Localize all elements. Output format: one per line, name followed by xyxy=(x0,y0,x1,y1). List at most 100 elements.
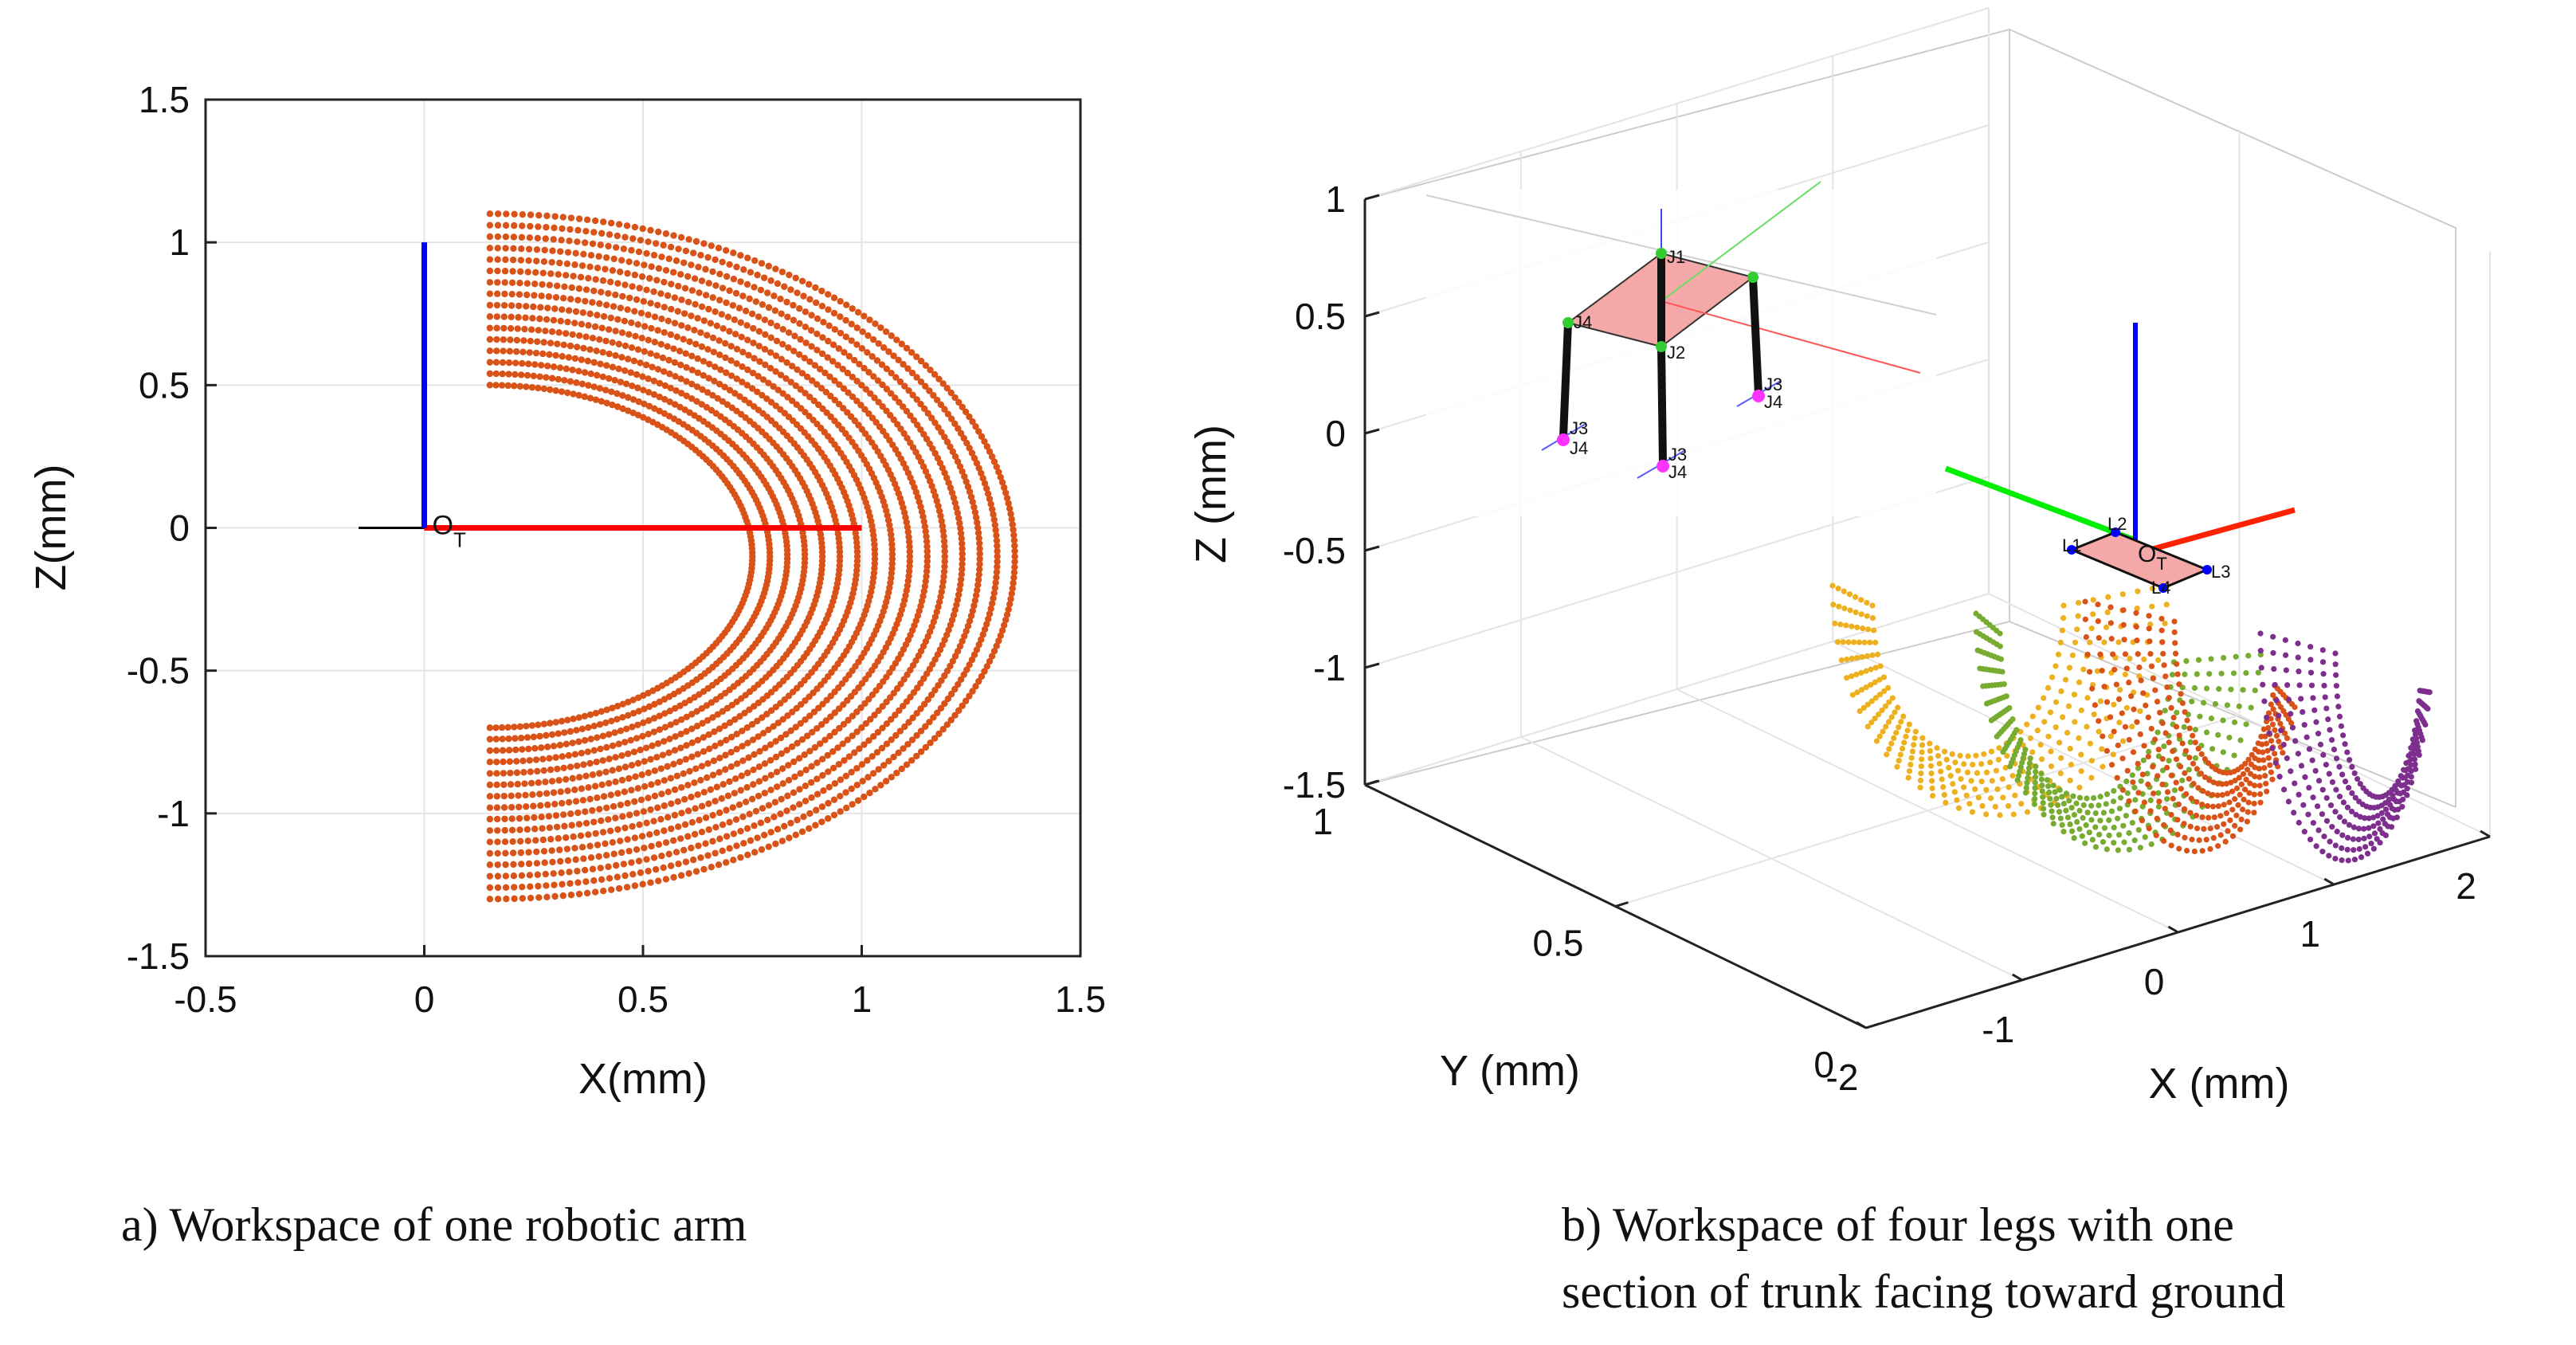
panel-a-workspace-point xyxy=(877,782,884,789)
panel-a-workspace-point xyxy=(906,543,913,551)
panel-a-workspace-point xyxy=(652,865,660,873)
panel-b-workspace-point xyxy=(2168,811,2174,818)
panel-a-workspace-point xyxy=(575,774,583,781)
panel-a-workspace-point xyxy=(586,759,594,767)
panel-a-workspace-point xyxy=(547,720,554,727)
panel-b-workspace-point xyxy=(1885,719,1892,725)
panel-a-workspace-point xyxy=(622,725,630,733)
panel-a-workspace-point xyxy=(522,314,529,321)
panel-b-workspace-point xyxy=(2219,792,2225,798)
panel-b-workspace-point xyxy=(1868,698,1875,704)
panel-b-workspace-point xyxy=(2263,718,2270,725)
panel-a-workspace-point xyxy=(849,373,856,381)
panel-b-workspace-point xyxy=(2370,823,2377,829)
panel-b-workspace-point xyxy=(2162,673,2169,680)
panel-a-workspace-point xyxy=(986,448,994,455)
panel-a-workspace-point xyxy=(772,368,779,375)
panel-a-workspace-point xyxy=(500,324,508,332)
panel-a-workspace-point xyxy=(994,547,1001,555)
panel-b-workspace-point xyxy=(1911,742,1917,748)
panel-a-workspace-point xyxy=(974,524,982,531)
panel-a-workspace-point xyxy=(861,364,868,372)
panel-a-workspace-point xyxy=(494,245,501,252)
panel-a-workspace-point xyxy=(527,768,534,775)
panel-b-workspace-point xyxy=(2167,827,2174,833)
panel-b-workspace-point xyxy=(2267,762,2273,768)
panel-a-workspace-point xyxy=(802,390,809,397)
panel-b-workspace-point xyxy=(2215,803,2221,810)
panel-a-workspace-point xyxy=(518,872,526,880)
panel-b-workspace-point xyxy=(2119,591,2126,598)
panel-a-workspace-point xyxy=(724,313,732,321)
panel-a-workspace-point xyxy=(571,355,579,363)
panel-a-workspace-point xyxy=(802,767,810,774)
panel-b-workspace-point xyxy=(1875,711,1882,718)
panel-a-workspace-point xyxy=(869,770,877,777)
panel-a-workspace-point xyxy=(700,240,708,247)
panel-a-workspace-point xyxy=(641,705,648,712)
panel-a-workspace-point xyxy=(908,757,916,764)
panel-b-workspace-point xyxy=(2162,806,2168,812)
panel-a-workspace-point xyxy=(509,837,516,845)
panel-a-workspace-point xyxy=(503,895,510,903)
panel-a-workspace-point xyxy=(501,826,508,834)
panel-a-workspace-point xyxy=(556,364,564,371)
panel-a-workspace-point xyxy=(883,386,891,393)
panel-a-workspace-point xyxy=(890,416,897,424)
panel-a-workspace-point xyxy=(981,668,988,675)
panel-a-workspace-point xyxy=(856,360,863,368)
panel-b-workspace-point xyxy=(2108,636,2115,642)
panel-a-workspace-point xyxy=(555,777,563,784)
panel-a-workspace-point xyxy=(662,876,670,883)
panel-a-workspace-point xyxy=(597,360,604,367)
panel-a-workspace-point xyxy=(555,329,563,336)
panel-a-workspace-point xyxy=(494,838,501,845)
panel-b-workspace-point xyxy=(2192,727,2198,733)
panel-a-workspace-point xyxy=(494,256,501,263)
panel-a-workspace-point xyxy=(943,385,951,392)
panel-a-workspace-point xyxy=(677,271,684,278)
panel-a-workspace-point xyxy=(923,567,931,575)
panel-a-workspace-point xyxy=(595,253,602,260)
panel-a-workspace-point xyxy=(810,397,818,405)
caption-b-line-2: section of trunk facing toward ground xyxy=(1562,1265,2286,1318)
panel-b-workspace-point xyxy=(2025,765,2033,771)
panel-a-workspace-point xyxy=(695,263,702,271)
panel-a-workspace-point xyxy=(630,357,638,365)
panel-a-workspace-point xyxy=(640,386,647,394)
panel-a-workspace-point xyxy=(747,837,755,845)
panel-a-workspace-point xyxy=(567,763,574,771)
panel-a-workspace-point xyxy=(688,845,695,852)
panel-a-workspace-point xyxy=(722,766,729,773)
panel-b-joint-label: J3 xyxy=(1570,418,1588,438)
panel-b-workspace-point xyxy=(2362,815,2368,822)
panel-a-workspace-point xyxy=(1005,606,1012,614)
panel-a-workspace-point xyxy=(587,854,595,861)
panel-b-workspace-point xyxy=(2233,653,2239,660)
panel-a-workspace-point xyxy=(645,336,652,343)
panel-a-workspace-point xyxy=(779,340,786,348)
panel-a-workspace-point xyxy=(802,308,810,316)
panel-a-workspace-point xyxy=(913,710,920,717)
panel-b-workspace-point xyxy=(2147,638,2153,645)
panel-a-workspace-point xyxy=(678,322,685,329)
panel-b-workspace-point xyxy=(2251,782,2258,789)
panel-a-workspace-point xyxy=(671,747,679,754)
panel-a-workspace-point xyxy=(557,317,564,325)
panel-a-workspace-point xyxy=(806,394,814,401)
panel-a-workspace-point xyxy=(700,317,708,324)
panel-b-workspace-point xyxy=(2292,780,2298,786)
panel-b-workspace-point xyxy=(2395,806,2402,813)
panel-a-workspace-point xyxy=(808,763,815,771)
panel-b-workspace-point xyxy=(2342,778,2349,785)
panel-a-workspace-point xyxy=(494,861,501,869)
panel-a-workspace-point xyxy=(751,284,758,291)
panel-a-workspace-point xyxy=(907,412,914,419)
panel-a-workspace-point xyxy=(621,281,629,288)
panel-b-workspace-point xyxy=(2163,810,2170,816)
panel-a-workspace-point xyxy=(953,601,960,609)
panel-a-workspace-point xyxy=(778,750,786,758)
panel-b-workspace-point xyxy=(2355,836,2362,843)
panel-a-workspace-point xyxy=(798,736,806,743)
panel-a-workspace-point xyxy=(913,684,921,692)
